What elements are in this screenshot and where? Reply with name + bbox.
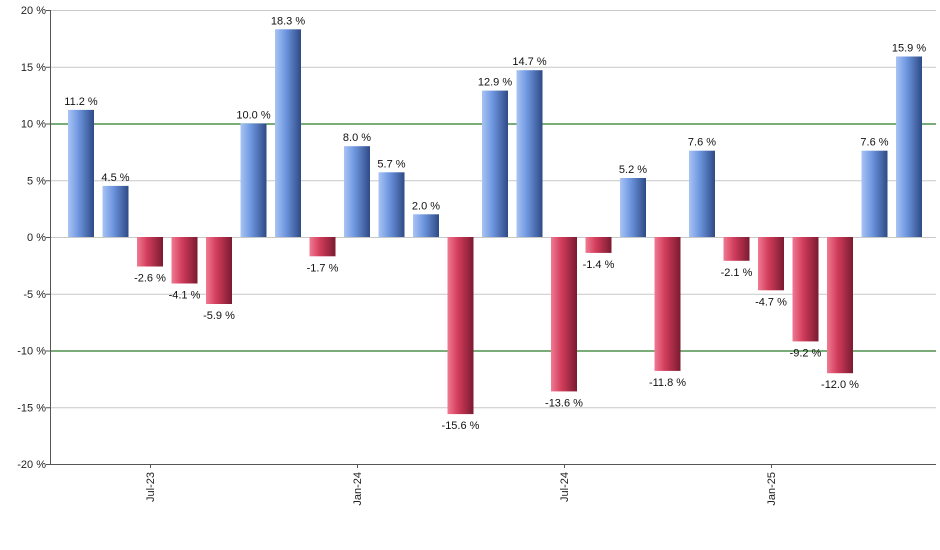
x-tick-label: Jul-24 <box>559 472 571 502</box>
data-label: -9.2 % <box>790 347 822 359</box>
bar <box>792 237 819 342</box>
bar <box>309 237 336 257</box>
data-label: -2.1 % <box>721 267 753 279</box>
bar <box>827 237 853 374</box>
data-label: 7.6 % <box>860 137 888 149</box>
data-label: 5.2 % <box>619 164 647 176</box>
data-label: 4.5 % <box>101 172 129 184</box>
bar <box>206 237 232 304</box>
data-label: 11.2 % <box>64 96 98 108</box>
y-axis-tick-labels: 20 % 15 % 10 % 5 % 0 % -5 % -10 % -15 % -20 % <box>17 5 46 471</box>
y-tick-label: 15 % <box>21 62 46 74</box>
bar <box>861 150 888 237</box>
data-label: 5.7 % <box>377 158 405 170</box>
data-label: -11.8 % <box>649 377 686 389</box>
bar <box>654 237 681 371</box>
y-tick-label: -20 % <box>17 459 46 471</box>
bars <box>68 29 922 415</box>
bar <box>758 237 784 291</box>
y-tick-label: -10 % <box>17 346 46 358</box>
bar <box>551 237 577 392</box>
y-tick-label: 20 % <box>21 5 46 17</box>
bar <box>413 214 439 237</box>
y-tick-label: 0 % <box>27 232 46 244</box>
data-label: -12.0 % <box>821 379 859 391</box>
bar <box>275 29 301 237</box>
data-label: -13.6 % <box>545 397 583 409</box>
bar <box>171 237 198 284</box>
bar <box>68 109 94 237</box>
bar <box>240 123 267 237</box>
bar <box>344 146 370 237</box>
data-label: -4.1 % <box>169 290 201 302</box>
y-tick-label: 5 % <box>27 175 46 187</box>
x-tick-label: Jul-23 <box>145 472 157 502</box>
data-label: -2.6 % <box>134 273 166 285</box>
bar <box>620 178 646 237</box>
bar <box>896 56 922 237</box>
data-label: -1.7 % <box>307 262 339 274</box>
bar <box>137 237 163 267</box>
y-tick-label: -5 % <box>23 289 46 301</box>
x-tick-label: Jan-24 <box>352 472 364 506</box>
bar <box>378 172 405 237</box>
x-tick-label: Jan-25 <box>766 472 778 506</box>
data-label: -15.6 % <box>442 420 480 432</box>
data-label: 7.6 % <box>688 137 716 149</box>
bar <box>585 237 612 253</box>
data-label: 10.0 % <box>236 110 270 122</box>
bar <box>482 90 508 237</box>
x-axis-tick-labels: Jul-23 Jan-24 Jul-24 Jan-25 <box>145 472 778 506</box>
data-label: 8.0 % <box>343 132 371 144</box>
axes <box>46 10 936 468</box>
data-label: -4.7 % <box>755 296 787 308</box>
bar <box>102 185 129 237</box>
y-tick-label: 10 % <box>21 119 46 131</box>
data-labels: 11.2 % 4.5 % -2.6 %-4.1 %-5.9 % 10.0 % 18.3 … <box>64 15 926 432</box>
data-label: -5.9 % <box>203 310 235 322</box>
bar <box>516 70 543 237</box>
data-label: 15.9 % <box>892 43 926 55</box>
data-label: 14.7 % <box>512 56 546 68</box>
data-label: 12.9 % <box>478 77 512 89</box>
bar <box>447 237 474 415</box>
data-label: 2.0 % <box>412 200 440 212</box>
data-label: 18.3 % <box>271 15 305 27</box>
y-tick-label: -15 % <box>17 402 46 414</box>
bar <box>723 237 750 261</box>
bar <box>689 150 715 237</box>
data-label: -1.4 % <box>583 259 615 271</box>
